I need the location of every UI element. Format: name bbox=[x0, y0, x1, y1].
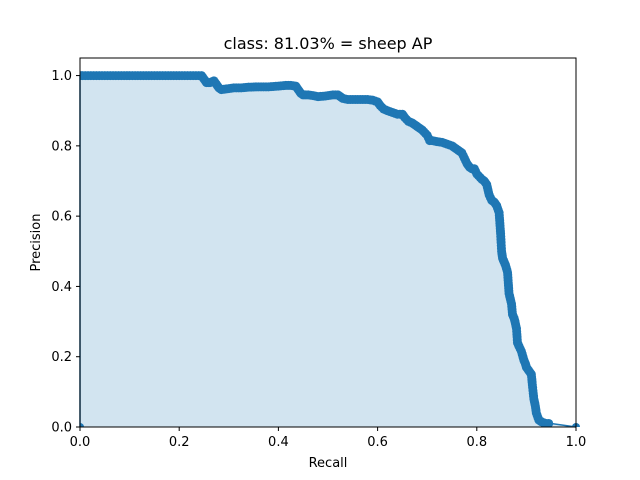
y-tick-label: 0.8 bbox=[51, 139, 72, 154]
y-tick-label: 0.0 bbox=[51, 421, 72, 436]
x-tick-label: 0.0 bbox=[70, 435, 91, 450]
x-axis: 0.0 0.2 0.4 0.6 0.8 1.0 bbox=[70, 427, 587, 450]
chart-title: class: 81.03% = sheep AP bbox=[224, 34, 433, 53]
x-tick-label: 0.4 bbox=[268, 435, 289, 450]
series-0-markers bbox=[80, 71, 580, 427]
y-tick-label: 1.0 bbox=[51, 69, 72, 84]
x-axis-label: Recall bbox=[309, 456, 348, 471]
plot-area bbox=[79, 71, 580, 428]
y-axis-label: Precision bbox=[29, 213, 44, 271]
data-point bbox=[544, 418, 554, 427]
series-0-area bbox=[80, 75, 576, 427]
data-point bbox=[80, 71, 84, 80]
plot-frame bbox=[79, 57, 577, 428]
x-tick-label: 0.2 bbox=[169, 435, 190, 450]
x-tick-label: 0.8 bbox=[466, 435, 487, 450]
y-tick-label: 0.2 bbox=[51, 350, 72, 365]
x-tick-label: 1.0 bbox=[566, 435, 587, 450]
y-axis: 0.0 0.2 0.4 0.6 0.8 1.0 bbox=[51, 69, 80, 436]
x-tick-label: 0.6 bbox=[367, 435, 388, 450]
data-point bbox=[80, 423, 84, 427]
y-tick-label: 0.4 bbox=[51, 280, 72, 295]
y-tick-label: 0.6 bbox=[51, 210, 72, 225]
